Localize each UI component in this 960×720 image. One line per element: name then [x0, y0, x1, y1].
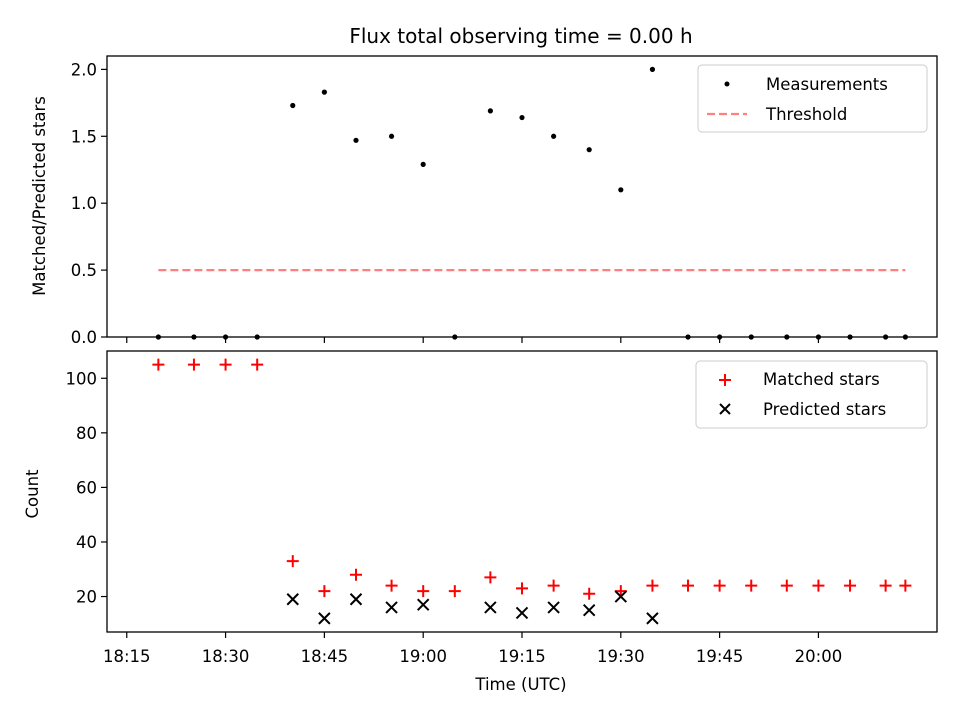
matched-stars-series [152, 358, 912, 600]
matched-star-point [516, 582, 528, 595]
measurement-point [388, 133, 395, 139]
top-y-ticks: 0.0 0.5 1.0 1.5 2.0 [71, 60, 107, 347]
bottom-x-tick-label-2: 18:45 [301, 647, 349, 666]
top-x-ticks [126, 337, 820, 343]
matched-star-point [547, 579, 560, 592]
measurement-point [586, 147, 592, 153]
bottom-legend: Matched stars Predicted stars [695, 360, 928, 429]
legend-predicted-marker [719, 403, 731, 415]
matched-star-point [251, 358, 264, 371]
bottom-axes-frame [106, 350, 938, 633]
predicted-star-point [582, 603, 596, 617]
top-ylabel: Matched/Predicted stars [30, 96, 49, 296]
bottom-x-tick-label-3: 19:00 [399, 647, 447, 666]
predicted-star-point [614, 590, 628, 603]
matched-star-point [713, 579, 726, 592]
measurement-point [551, 133, 557, 139]
bottom-x-tick-label-5: 19:30 [597, 647, 645, 666]
matched-star-point [682, 579, 694, 592]
bottom-y-tick-label-2: 60 [76, 478, 97, 497]
matched-star-point [583, 587, 596, 600]
legend-measurements-label: Measurements [766, 75, 888, 94]
bottom-ylabel: Count [23, 469, 42, 519]
legend-predicted-label: Predicted stars [763, 400, 886, 419]
matched-star-point [187, 358, 200, 371]
bottom-legend-box [695, 360, 928, 429]
matched-star-point [899, 579, 912, 592]
matched-star-point [318, 585, 331, 598]
matched-star-point [484, 571, 497, 584]
top-axes-frame [106, 55, 938, 338]
matched-star-point [219, 358, 232, 371]
matched-star-point [844, 579, 857, 592]
matched-star-point [350, 568, 362, 581]
bottom-x-tick-label-4: 19:15 [498, 647, 546, 666]
matched-star-point [745, 579, 758, 592]
matched-star-point [780, 579, 793, 592]
predicted-star-point [385, 601, 398, 614]
matched-star-point [646, 579, 659, 592]
chart-title: Flux total observing time = 0.00 h [349, 24, 692, 48]
legend-matched-marker [719, 374, 731, 386]
matched-star-point [879, 579, 892, 592]
matched-star-point [152, 358, 165, 371]
predicted-star-point [515, 606, 529, 620]
bottom-x-tick-label-7: 20:00 [795, 647, 843, 666]
top-y-tick-label-2: 1.0 [71, 194, 97, 213]
predicted-star-point [646, 612, 659, 625]
predicted-star-point [547, 601, 560, 614]
top-legend: Measurements Threshold [697, 64, 928, 133]
bottom-y-tick-label-3: 80 [76, 424, 97, 443]
legend-matched-label: Matched stars [763, 370, 880, 389]
bottom-x-tick-label-1: 18:30 [202, 647, 250, 666]
measurement-point [618, 187, 624, 193]
measurement-point [353, 137, 359, 143]
measurement-point [420, 161, 426, 167]
legend-measurements-marker [724, 81, 730, 87]
bottom-x-tick-label-0: 18:15 [103, 647, 151, 666]
matched-star-point [614, 585, 627, 598]
top-y-tick-label-3: 1.5 [71, 127, 97, 146]
bottom-x-ticks: 18:15 18:30 18:45 19:00 19:15 19:30 19:45 20:00 [103, 632, 842, 666]
measurement-point [519, 114, 525, 121]
top-y-tick-label-4: 2.0 [71, 60, 97, 79]
predicted-stars-series [286, 590, 659, 625]
measurement-point [290, 102, 296, 109]
top-y-tick-label-1: 0.5 [71, 261, 97, 280]
matched-star-point [286, 555, 299, 568]
bottom-y-tick-label-1: 40 [76, 533, 97, 552]
bottom-xlabel: Time (UTC) [474, 675, 566, 694]
bottom-y-tick-label-4: 100 [66, 369, 98, 388]
matched-star-point [385, 579, 398, 592]
predicted-star-point [318, 612, 331, 625]
legend-threshold-label: Threshold [765, 105, 847, 124]
matched-star-point [417, 585, 430, 598]
predicted-star-point [484, 601, 497, 614]
top-legend-box [697, 64, 928, 133]
predicted-star-point [416, 598, 430, 611]
predicted-star-point [349, 593, 363, 606]
measurement-point [487, 108, 493, 114]
bottom-y-ticks: 20 40 60 80 100 [66, 369, 107, 607]
predicted-star-point [286, 593, 299, 606]
bottom-y-tick-label-0: 20 [76, 588, 97, 607]
measurement-point [321, 89, 327, 95]
top-panel: Flux total observing time = 0.00 h Match… [30, 24, 938, 347]
matched-star-point [812, 579, 825, 592]
top-y-tick-label-0: 0.0 [71, 328, 97, 347]
measurement-point [649, 66, 656, 72]
bottom-x-tick-label-6: 19:45 [696, 647, 744, 666]
matched-star-point [448, 585, 461, 598]
